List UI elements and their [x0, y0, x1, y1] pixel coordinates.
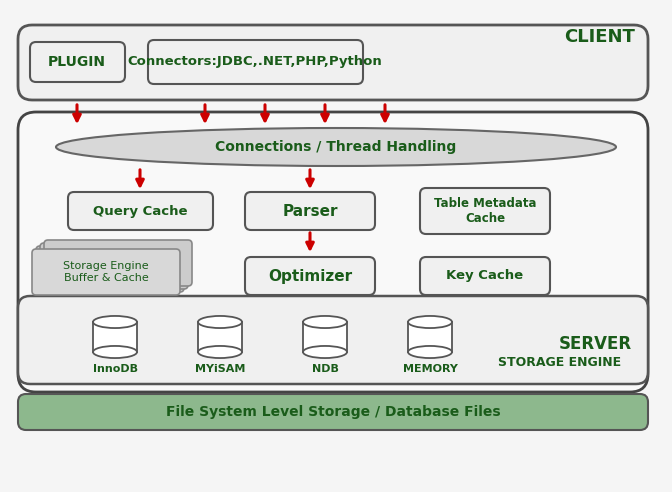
Ellipse shape [56, 128, 616, 166]
Ellipse shape [303, 316, 347, 328]
FancyBboxPatch shape [18, 394, 648, 430]
Ellipse shape [198, 346, 242, 358]
FancyBboxPatch shape [32, 249, 180, 295]
Text: STORAGE ENGINE: STORAGE ENGINE [499, 356, 622, 369]
Text: SERVER: SERVER [558, 335, 632, 353]
Text: Parser: Parser [282, 204, 338, 218]
Text: Optimizer: Optimizer [268, 269, 352, 283]
FancyBboxPatch shape [18, 25, 648, 100]
Text: InnoDB: InnoDB [93, 364, 138, 374]
Text: File System Level Storage / Database Files: File System Level Storage / Database Fil… [166, 405, 501, 419]
FancyBboxPatch shape [44, 240, 192, 286]
FancyBboxPatch shape [30, 42, 125, 82]
Text: MYiSAM: MYiSAM [195, 364, 245, 374]
Ellipse shape [93, 316, 137, 328]
Text: Table Metadata
Cache: Table Metadata Cache [433, 197, 536, 225]
FancyBboxPatch shape [420, 257, 550, 295]
Bar [198, 322, 242, 352]
Ellipse shape [303, 346, 347, 358]
FancyBboxPatch shape [40, 243, 188, 289]
FancyBboxPatch shape [18, 296, 648, 384]
Text: Connections / Thread Handling: Connections / Thread Handling [215, 140, 457, 154]
FancyBboxPatch shape [420, 188, 550, 234]
Bar [408, 322, 452, 352]
Text: PLUGIN: PLUGIN [48, 55, 106, 69]
Ellipse shape [408, 346, 452, 358]
Ellipse shape [198, 316, 242, 328]
Bar [93, 322, 137, 352]
FancyBboxPatch shape [18, 112, 648, 392]
Bar [303, 322, 347, 352]
FancyBboxPatch shape [148, 40, 363, 84]
FancyBboxPatch shape [245, 192, 375, 230]
Ellipse shape [408, 316, 452, 328]
Text: Storage Engine
Buffer & Cache: Storage Engine Buffer & Cache [63, 261, 149, 283]
Text: CLIENT: CLIENT [564, 28, 636, 46]
Ellipse shape [93, 346, 137, 358]
Text: MEMORY: MEMORY [403, 364, 458, 374]
FancyBboxPatch shape [68, 192, 213, 230]
Text: Connectors:JDBC,.NET,PHP,Python: Connectors:JDBC,.NET,PHP,Python [128, 56, 382, 68]
FancyBboxPatch shape [245, 257, 375, 295]
Text: NDB: NDB [312, 364, 339, 374]
Text: Query Cache: Query Cache [93, 205, 187, 217]
Text: Key Cache: Key Cache [446, 270, 523, 282]
FancyBboxPatch shape [36, 246, 184, 292]
